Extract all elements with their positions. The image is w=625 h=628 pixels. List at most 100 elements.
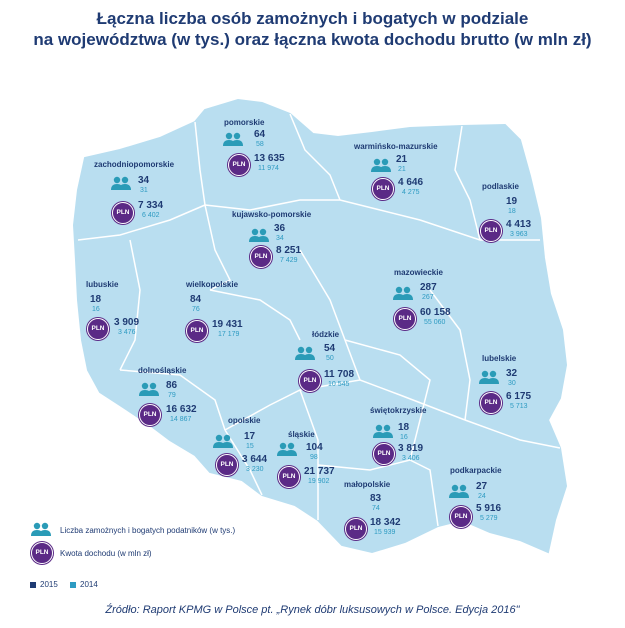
income-2014: 3 230 — [246, 466, 264, 473]
people-icon — [479, 370, 499, 384]
legend-people-label: Liczba zamożnych i bogatych podatników (… — [60, 526, 236, 535]
pln-icon: PLN — [186, 320, 208, 342]
income-2014: 4 275 — [402, 189, 420, 196]
region-name: lubuskie — [86, 280, 119, 289]
pln-icon: PLN — [278, 466, 300, 488]
source-note: Źródło: Raport KPMG w Polsce pt. „Rynek … — [105, 604, 520, 616]
border-zp-pom — [194, 121, 206, 206]
region-name: śląskie — [288, 430, 315, 439]
income-2015: 6 175 — [506, 391, 532, 402]
people-2014: 74 — [372, 505, 380, 512]
region-name: wielkopolskie — [186, 280, 239, 289]
income-2015: 21 737 — [304, 466, 335, 477]
income-2014: 5 713 — [510, 403, 528, 410]
people-2015: 84 — [190, 294, 202, 305]
border-slask-malo — [299, 389, 319, 520]
income-2015: 3 909 — [114, 317, 140, 328]
pln-icon: PLN — [250, 246, 272, 268]
region-name: łódzkie — [312, 330, 340, 339]
pln-icon: PLN — [112, 202, 134, 224]
legend-income-label: Kwota dochodu (w mln zł) — [60, 549, 152, 558]
income-2015: 18 342 — [370, 517, 401, 528]
pln-icon: PLN — [216, 454, 238, 476]
people-2015: 64 — [254, 129, 266, 140]
region-name: opolskie — [228, 416, 261, 425]
income-2015: 5 916 — [476, 503, 502, 514]
income-2015: 7 334 — [138, 200, 164, 211]
people-2015: 83 — [370, 493, 382, 504]
people-2015: 18 — [398, 422, 410, 433]
chart-title: Łączna liczba osób zamożnych i bogatych … — [0, 8, 625, 50]
income-2015: 60 158 — [420, 307, 451, 318]
people-icon — [139, 382, 159, 396]
people-2014: 16 — [92, 306, 100, 313]
legend-swatch-2015 — [30, 582, 36, 588]
people-2014: 21 — [398, 166, 406, 173]
region-name: zachodniopomorskie — [94, 160, 175, 169]
border-pom-wm — [289, 113, 341, 201]
people-2015: 86 — [166, 380, 178, 391]
region-name: podlaskie — [482, 182, 519, 191]
income-2014: 55 060 — [424, 319, 446, 326]
people-icon — [31, 522, 51, 536]
people-2015: 17 — [244, 431, 256, 442]
income-2014: 11 974 — [258, 165, 279, 172]
region-name: świętokrzyskie — [370, 406, 427, 415]
income-2014: 7 429 — [280, 257, 298, 264]
people-2014: 58 — [256, 141, 264, 148]
people-2014: 30 — [508, 380, 516, 387]
income-2014: 3 963 — [510, 231, 528, 238]
income-2014: 5 279 — [480, 515, 498, 522]
people-icon — [373, 424, 393, 438]
income-2015: 8 251 — [276, 245, 302, 256]
income-2015: 11 708 — [324, 369, 355, 380]
region-name: pomorskie — [224, 118, 265, 127]
people-2014: 34 — [276, 235, 284, 242]
people-2014: 31 — [140, 187, 148, 194]
income-2015: 3 644 — [242, 454, 268, 465]
people-2014: 79 — [168, 392, 176, 399]
people-2015: 21 — [396, 154, 408, 165]
pln-icon: PLN — [450, 506, 472, 528]
people-icon — [295, 346, 315, 360]
people-2015: 36 — [274, 223, 286, 234]
region-name: kujawsko-pomorskie — [232, 210, 312, 219]
border-kp-wlkp — [204, 204, 232, 291]
pln-icon: PLN — [345, 518, 367, 540]
title-line-2: na województwa (w tys.) oraz łączna kwot… — [33, 30, 592, 49]
people-2015: 32 — [506, 368, 518, 379]
pln-icon: PLN — [480, 220, 502, 242]
region-name: lubelskie — [482, 354, 517, 363]
people-2015: 54 — [324, 343, 336, 354]
border-lubel-pdk — [464, 419, 561, 449]
people-2014: 98 — [310, 454, 318, 461]
border-kp-maz — [204, 199, 540, 241]
region-name: mazowieckie — [394, 268, 443, 277]
people-2014: 15 — [246, 443, 254, 450]
border-wm-pod — [454, 125, 481, 241]
people-2014: 76 — [192, 306, 200, 313]
border-lodz-slask — [224, 379, 466, 431]
pln-icon: PLN — [31, 542, 53, 564]
pln-icon: PLN — [480, 392, 502, 414]
people-2014: 50 — [326, 355, 334, 362]
people-icon — [223, 132, 243, 146]
pln-icon: PLN — [87, 318, 109, 340]
border-maz-lubel — [429, 289, 471, 421]
people-2014: 18 — [508, 208, 516, 215]
people-2015: 287 — [420, 282, 437, 293]
title-line-1: Łączna liczba osób zamożnych i bogatych … — [96, 9, 529, 28]
income-2014: 3 406 — [402, 455, 420, 462]
income-2015: 13 635 — [254, 153, 285, 164]
income-2014: 3 476 — [118, 329, 136, 336]
income-2014: 17 179 — [218, 331, 240, 338]
border-dol-opol — [119, 369, 226, 431]
border-opol-slask — [224, 429, 263, 496]
income-2014: 14 867 — [170, 416, 192, 423]
people-2014: 267 — [422, 294, 434, 301]
region-name: warmińsko-mazurskie — [354, 142, 438, 151]
people-icon — [249, 228, 269, 242]
people-icon — [277, 442, 297, 456]
people-icon — [371, 158, 391, 172]
region-name: dolnośląskie — [138, 366, 187, 375]
